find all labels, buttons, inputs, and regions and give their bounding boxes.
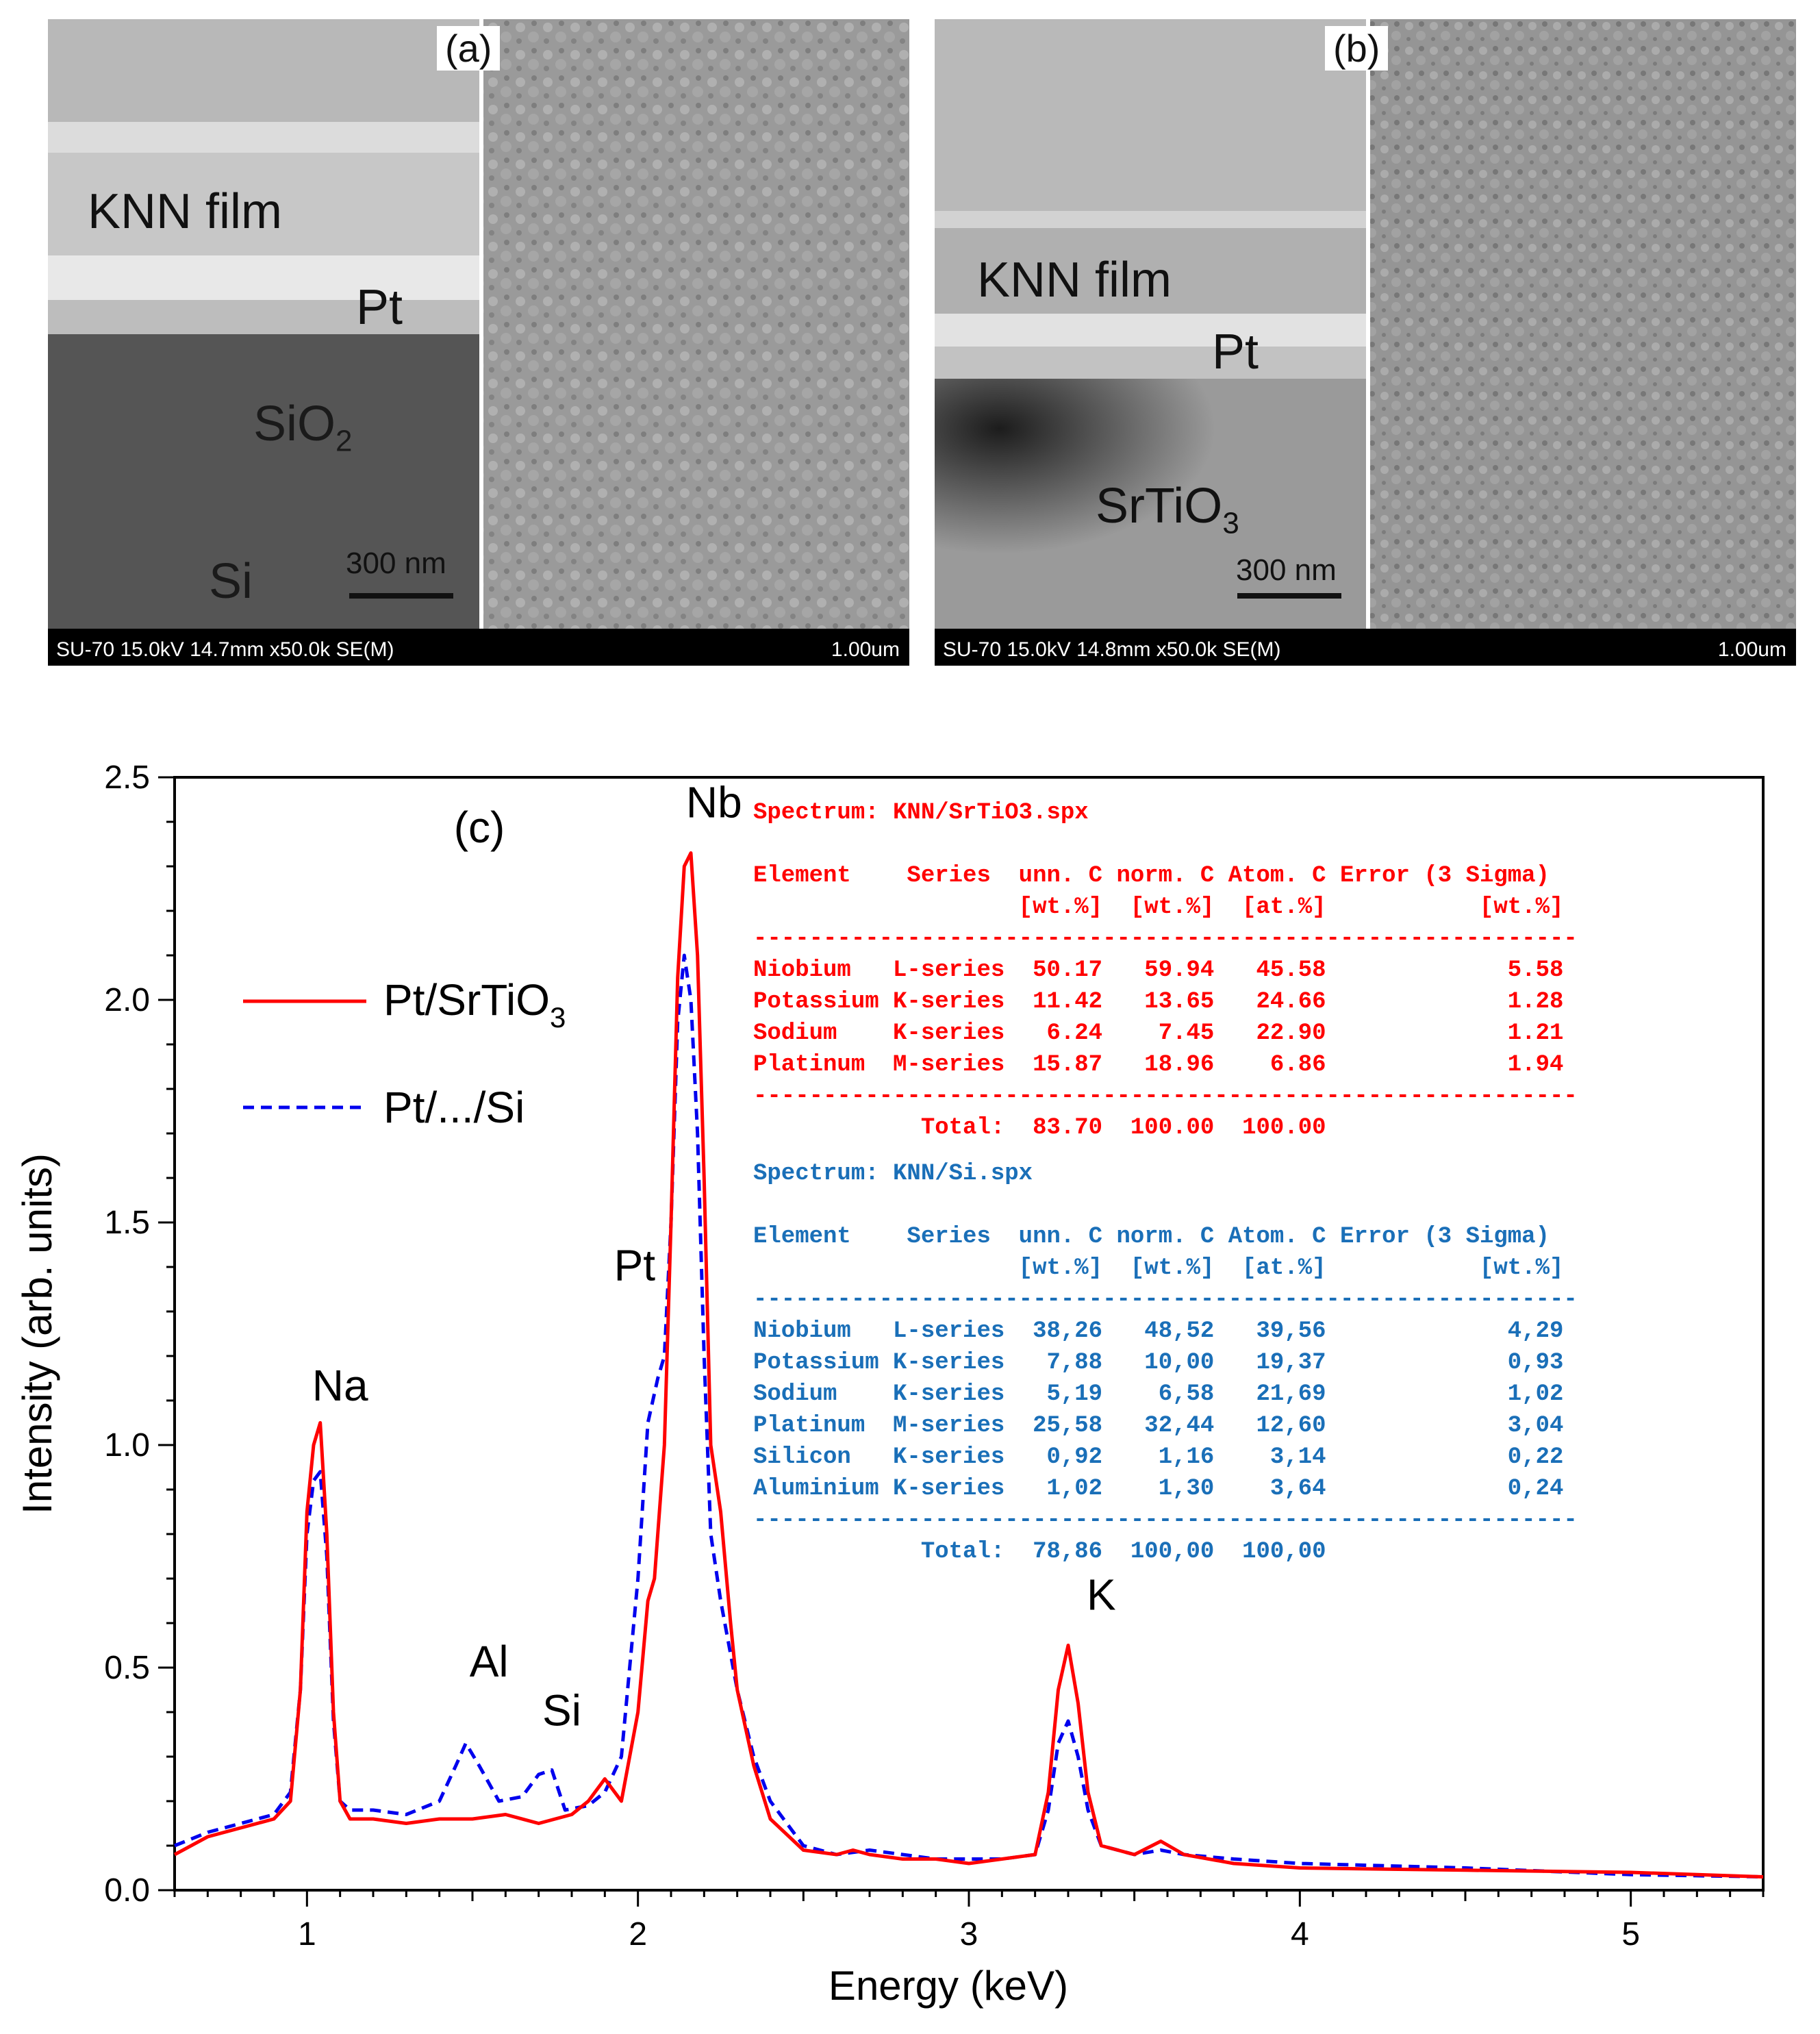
x-tick-label: 5 bbox=[1621, 1916, 1640, 1953]
sio2-label-text: SiO bbox=[253, 397, 336, 451]
x-tick-label: 4 bbox=[1291, 1916, 1309, 1953]
series-line-pt-srtio3 bbox=[173, 851, 1764, 1879]
y-tick-label: 2.5 bbox=[104, 759, 150, 796]
table-srtio3-line: ----------------------------------------… bbox=[753, 926, 1578, 952]
table-si-line: Potassium K-series 7,88 10,00 19,37 0,93 bbox=[753, 1350, 1563, 1376]
legend-label-pt-srtio3: Pt/SrTiO3 bbox=[383, 975, 566, 1033]
scale-text-a: 300 nm bbox=[346, 547, 446, 580]
x-tick-label: 2 bbox=[629, 1916, 647, 1953]
scale-bar-a bbox=[349, 593, 453, 599]
sem-info-a: SU-70 15.0kV 14.7mm x50.0k SE(M) bbox=[56, 638, 394, 661]
sem-info-b: SU-70 15.0kV 14.8mm x50.0k SE(M) bbox=[943, 638, 1281, 661]
table-srtio3-line: Niobium L-series 50.17 59.94 45.58 5.58 bbox=[753, 957, 1563, 983]
srtio3-label-sub: 3 bbox=[1222, 506, 1239, 540]
peak-labels: Na Al Si Pt Nb K bbox=[312, 778, 1116, 1735]
scale-text-b: 300 nm bbox=[1236, 553, 1337, 587]
x-tick-label: 1 bbox=[298, 1916, 316, 1953]
sem-drawing-a bbox=[48, 19, 909, 666]
composition-tables: Spectrum: KNN/SrTiO3.spx Element Series u… bbox=[753, 800, 1578, 1565]
table-si-line: Platinum M-series 25,58 32,44 12,60 3,04 bbox=[753, 1413, 1563, 1439]
y-tick-label: 1.0 bbox=[104, 1427, 150, 1464]
srtio3-label: SrTiO3 bbox=[1096, 478, 1239, 540]
pt-label-b: Pt bbox=[1212, 325, 1259, 379]
y-tick-label: 0.5 bbox=[104, 1650, 150, 1686]
peak-label: Pt bbox=[614, 1241, 656, 1290]
peak-label: Si bbox=[542, 1686, 581, 1735]
y-tick-label: 1.5 bbox=[104, 1205, 150, 1241]
table-srtio3-line: [wt.%] [wt.%] [at.%] [wt.%] bbox=[753, 894, 1563, 920]
x-axis-label: Energy (keV) bbox=[829, 1963, 1068, 2009]
table-srtio3-line: Element Series unn. C norm. C Atom. C Er… bbox=[753, 863, 1550, 889]
knn-film-label-a: KNN film bbox=[88, 184, 282, 239]
table-si-line: [wt.%] [wt.%] [at.%] [wt.%] bbox=[753, 1255, 1563, 1281]
knn-film-label-b: KNN film bbox=[977, 253, 1172, 307]
table-si-line: Spectrum: KNN/Si.spx bbox=[753, 1161, 1033, 1187]
sem-drawing-b bbox=[935, 19, 1796, 666]
srtio3-label-text: SrTiO bbox=[1096, 479, 1223, 533]
axes: 1 2 3 4 5 0.0 0.5 1.0 1.5 2.0 2.5 Energy (keV) Inten… bbox=[14, 759, 1765, 2009]
table-srtio3-line: ----------------------------------------… bbox=[753, 1083, 1578, 1109]
table-si-line: ----------------------------------------… bbox=[753, 1507, 1578, 1533]
panel-b-label: (b) bbox=[1325, 26, 1389, 71]
table-srtio3-line: Potassium K-series 11.42 13.65 24.66 1.2… bbox=[753, 989, 1563, 1015]
eds-spectrum-chart: 1 2 3 4 5 0.0 0.5 1.0 1.5 2.0 2.5 Energy (keV) Inten… bbox=[14, 759, 1765, 2009]
sio2-label: SiO2 bbox=[253, 396, 353, 458]
table-si-line: ----------------------------------------… bbox=[753, 1287, 1578, 1313]
sem-scale-total-a: 1.00um bbox=[831, 638, 900, 661]
si-label: Si bbox=[209, 554, 253, 609]
y-tick-label: 2.0 bbox=[104, 982, 150, 1018]
x-tick-label: 3 bbox=[960, 1916, 978, 1953]
y-axis-label: Intensity (arb. units) bbox=[14, 1153, 60, 1514]
y-tick-label: 0.0 bbox=[104, 1872, 150, 1909]
scale-bar-b bbox=[1237, 593, 1341, 599]
legend-label-subscript: 3 bbox=[550, 1001, 566, 1033]
table-srtio3-line: Sodium K-series 6.24 7.45 22.90 1.21 bbox=[753, 1020, 1563, 1046]
panel-c-label: (c) bbox=[454, 803, 505, 852]
peak-label: Nb bbox=[686, 778, 742, 827]
sio2-label-sub: 2 bbox=[336, 424, 353, 458]
peak-label: Na bbox=[312, 1361, 368, 1410]
legend-label-pt-si: Pt/.../Si bbox=[383, 1083, 524, 1132]
table-srtio3-line: Platinum M-series 15.87 18.96 6.86 1.94 bbox=[753, 1052, 1563, 1078]
table-si-line: Sodium K-series 5,19 6,58 21,69 1,02 bbox=[753, 1381, 1563, 1407]
legend: Pt/SrTiO3 Pt/.../Si bbox=[243, 975, 566, 1132]
table-si-line: Total: 78,86 100,00 100,00 bbox=[753, 1539, 1326, 1565]
sem-image-a: (a) KNN film Pt SiO2 Si 300 nm SU-70 15.… bbox=[48, 19, 909, 666]
peak-label: Al bbox=[470, 1637, 509, 1686]
series-line-pt-si bbox=[174, 953, 1764, 1879]
table-si-line: Niobium L-series 38,26 48,52 39,56 4,29 bbox=[753, 1318, 1563, 1344]
table-si-line: Silicon K-series 0,92 1,16 3,14 0,22 bbox=[753, 1444, 1563, 1470]
table-srtio3-line: Total: 83.70 100.00 100.00 bbox=[753, 1115, 1326, 1141]
panel-a-label: (a) bbox=[437, 26, 501, 71]
table-srtio3-line: Spectrum: KNN/SrTiO3.spx bbox=[753, 800, 1089, 826]
peak-label: K bbox=[1087, 1570, 1116, 1620]
table-si-line: Element Series unn. C norm. C Atom. C Er… bbox=[753, 1224, 1550, 1250]
sem-scale-total-b: 1.00um bbox=[1717, 638, 1786, 661]
sem-image-b: (b) KNN film Pt SrTiO3 300 nm SU-70 15.0… bbox=[935, 19, 1796, 666]
series-lines bbox=[173, 851, 1764, 1879]
table-si-line: Aluminium K-series 1,02 1,30 3,64 0,24 bbox=[753, 1476, 1563, 1502]
pt-label-a: Pt bbox=[356, 280, 403, 335]
